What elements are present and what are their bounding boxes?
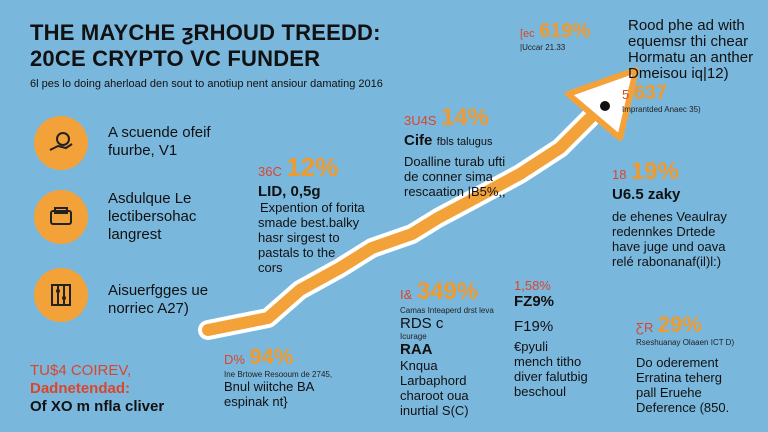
callout-349-line1: Knqua: [400, 358, 438, 373]
footer-left-line3: Of XO m nfla cliver: [30, 398, 165, 415]
callout-19-line1: de ehenes Veaulray: [612, 209, 727, 224]
callout-29-tiny: Rseshuanay Olaaen ICT D): [636, 338, 735, 347]
page-subtitle: 6l pes lo doing aherload den sout to ano…: [30, 78, 383, 90]
callout-79-line1: €pyuli: [514, 339, 548, 354]
left-item-1-line1: A scuende ofeif: [108, 124, 211, 141]
callout-right-top-line2: equemsr thi chear: [628, 33, 749, 50]
callout-79-small: 1,58%: [514, 278, 551, 293]
callout-12-small: 36C: [258, 164, 282, 179]
abacus-icon: [34, 268, 88, 322]
callout-right-top-line4: Dmeisou iq|12): [628, 65, 729, 82]
callout-349-line4: inurtial S(C): [400, 403, 469, 418]
callout-637-small: 5: [622, 87, 630, 102]
callout-619: [ec 619% |Uccar 21.33: [520, 20, 590, 52]
callout-94-line1: Bnul wiitche BA: [224, 379, 315, 394]
footer-left: TU$4 COIREV, Dadnetendad: Of XO m nfla c…: [30, 362, 164, 416]
callout-94-tiny: Ine Brtowe Resooum de 2745,: [224, 370, 333, 379]
callout-349: I& 349% Camas Inteaperd drst leva RDS c …: [400, 278, 494, 418]
callout-637: 5 637 Imprantded Anaec 35): [622, 82, 701, 114]
callout-29-line4: Deference (850.: [636, 400, 730, 415]
callout-14-line3: rescaation |B5%,,: [404, 184, 506, 199]
callout-29-line2: Erratina teherg: [636, 370, 722, 385]
callout-19: 18 19% U6.5 zaky de ehenes Veaulray rede…: [612, 158, 727, 269]
left-item-3-line1: Aisuerfgges ue: [108, 282, 209, 299]
callout-619-pct: 619%: [539, 20, 591, 42]
callout-14-small: 3U4S: [404, 113, 437, 128]
footer-left-line1: TU$4 COIREV,: [30, 362, 132, 379]
callout-619-tiny: |Uccar 21.33: [520, 43, 566, 52]
wallet-icon: [34, 190, 88, 244]
callout-94-pct: 94%: [249, 344, 294, 369]
callout-619-small: [ec: [520, 28, 535, 40]
callout-14-line1: Doalline turab ufti: [404, 154, 506, 169]
callout-19-head: U6.5 zaky: [612, 186, 681, 203]
callout-79-head2: F19%: [514, 318, 554, 335]
callout-12-line3: hasr sirgest to: [258, 230, 340, 245]
hand-coin-icon: [34, 116, 88, 170]
left-item-1-line2: fuurbe, V1: [108, 142, 178, 159]
callout-79-head: FZ9%: [514, 293, 555, 310]
left-item-3-label: Aisuerfgges ue norriec A27): [108, 282, 208, 318]
callout-94-small: D%: [224, 352, 245, 367]
callout-29-line1: Do oderement: [636, 355, 719, 370]
callout-349-tiny2: Icurage: [400, 332, 427, 341]
callout-79-line2: mench titho: [514, 354, 582, 369]
callout-12-pct: 12%: [286, 152, 339, 182]
callout-right-top-line3: Hormatu an anther: [628, 49, 754, 66]
callout-14-line2: de conner sima: [404, 169, 493, 184]
callout-14-pct: 14%: [440, 104, 490, 131]
left-item-2-label: Asdulque Le lectibersohac langrest: [108, 190, 196, 244]
callout-12-line2: smade best.balky: [258, 215, 360, 230]
left-item-2-line2: lectibersohac: [108, 208, 197, 225]
callout-349-line3: charoot oua: [400, 388, 469, 403]
callout-14-head: Cife: [404, 132, 433, 149]
callout-349-head: RDS c: [400, 315, 444, 332]
callout-637-pct: 637: [633, 82, 668, 104]
left-item-1-label: A scuende ofeif fuurbe, V1: [108, 124, 211, 160]
callout-12-head: LID, 0,5g: [258, 183, 321, 200]
callout-19-line3: have juge und oava: [612, 239, 726, 254]
left-item-2-line3: langrest: [108, 226, 162, 243]
page-title-line2: 20CE CRYPTO VC FUNDER: [30, 46, 321, 71]
callout-349-line2: Larbaphord: [400, 373, 467, 388]
callout-94-line2: espinak nt}: [224, 394, 288, 409]
callout-29-pct: 29%: [657, 312, 702, 337]
callout-349-pct: 349%: [416, 278, 479, 305]
callout-right-top: Rood phe ad with equemsr thi chear Horma…: [628, 18, 753, 82]
footer-left-line2: Dadnetendad:: [30, 380, 131, 397]
callout-14-head-rest: fbls talugus: [436, 136, 493, 148]
callout-19-line4: relé rabonanaf(il)l:): [612, 254, 722, 269]
callout-349-small: I&: [400, 287, 413, 302]
callout-19-small: 18: [612, 167, 627, 182]
callout-12-line1: Expention of forita: [260, 200, 365, 215]
callout-94: D% 94% Ine Brtowe Resooum de 2745, Bnul …: [224, 344, 332, 409]
callout-right-top-line1: Rood phe ad with: [628, 17, 745, 34]
callout-19-line2: redennkes Drtede: [612, 224, 716, 239]
left-item-2-line1: Asdulque Le: [108, 190, 192, 207]
callout-79-line4: beschoul: [514, 384, 567, 399]
callout-12-line5: cors: [258, 260, 283, 275]
callout-14: 3U4S 14% Cife fbls talugus Doalline tura…: [404, 104, 506, 199]
callout-79: 1,58% FZ9% F19% €pyuli mench titho diver…: [514, 278, 588, 399]
page-title-line1: THE MAYCHE ƺRHOUD TREEDD:: [30, 20, 381, 45]
callout-79-line3: diver falutbig: [514, 369, 588, 384]
left-item-3-line2: norriec A27): [108, 300, 189, 317]
callout-349-head2: RAA: [400, 341, 433, 358]
callout-29-small: ƸR: [636, 320, 654, 335]
callout-637-tiny: Imprantded Anaec 35): [622, 105, 701, 114]
callout-19-pct: 19%: [630, 158, 679, 185]
callout-12-line4: pastals to the: [258, 245, 336, 260]
callout-349-tiny: Camas Inteaperd drst leva: [400, 306, 494, 315]
callout-29-line3: pall Eruehe: [636, 385, 702, 400]
callout-12: 36C 12% LID, 0,5g Expention of forita sm…: [258, 152, 365, 275]
callout-29: ƸR 29% Rseshuanay Olaaen ICT D) Do odere…: [636, 312, 734, 415]
